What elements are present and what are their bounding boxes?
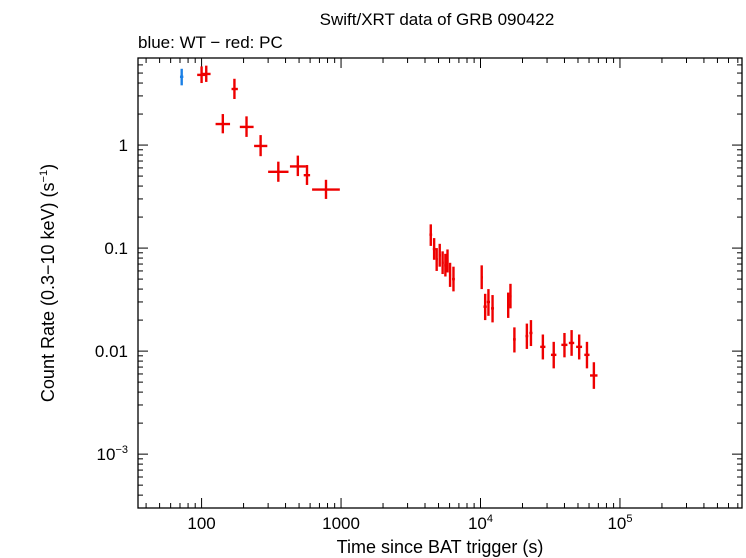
y-axis-label-main: Count Rate (0.3−10 keV) (s [38, 182, 58, 402]
x-tick-label: 105 [607, 513, 632, 533]
y-tick-label: 0.1 [104, 239, 128, 258]
y-axis-label: Count Rate (0.3−10 keV) (s−1) [38, 164, 58, 402]
y-axis-label-sup: −1 [38, 170, 50, 183]
y-tick-label: 0.01 [95, 342, 128, 361]
chart-subtitle: blue: WT − red: PC [138, 33, 283, 52]
axis-tick-labels: 100 1000 104 105 10−3 0.01 0.1 1 [95, 136, 633, 533]
x-tick-label: 1000 [322, 514, 360, 533]
x-tick-label: 104 [468, 513, 493, 533]
y-tick-label: 10−3 [97, 444, 128, 464]
plot-frame [137, 57, 743, 509]
y-tick-label: 1 [119, 136, 128, 155]
data-points [179, 65, 598, 389]
series-WT [179, 68, 184, 86]
axis-ticks [138, 57, 742, 509]
y-axis-label-close: ) [38, 164, 58, 170]
x-tick-label: 100 [187, 514, 215, 533]
chart-title: Swift/XRT data of GRB 090422 [320, 10, 555, 29]
series-PC [197, 65, 598, 389]
x-axis-label: Time since BAT trigger (s) [337, 537, 544, 557]
